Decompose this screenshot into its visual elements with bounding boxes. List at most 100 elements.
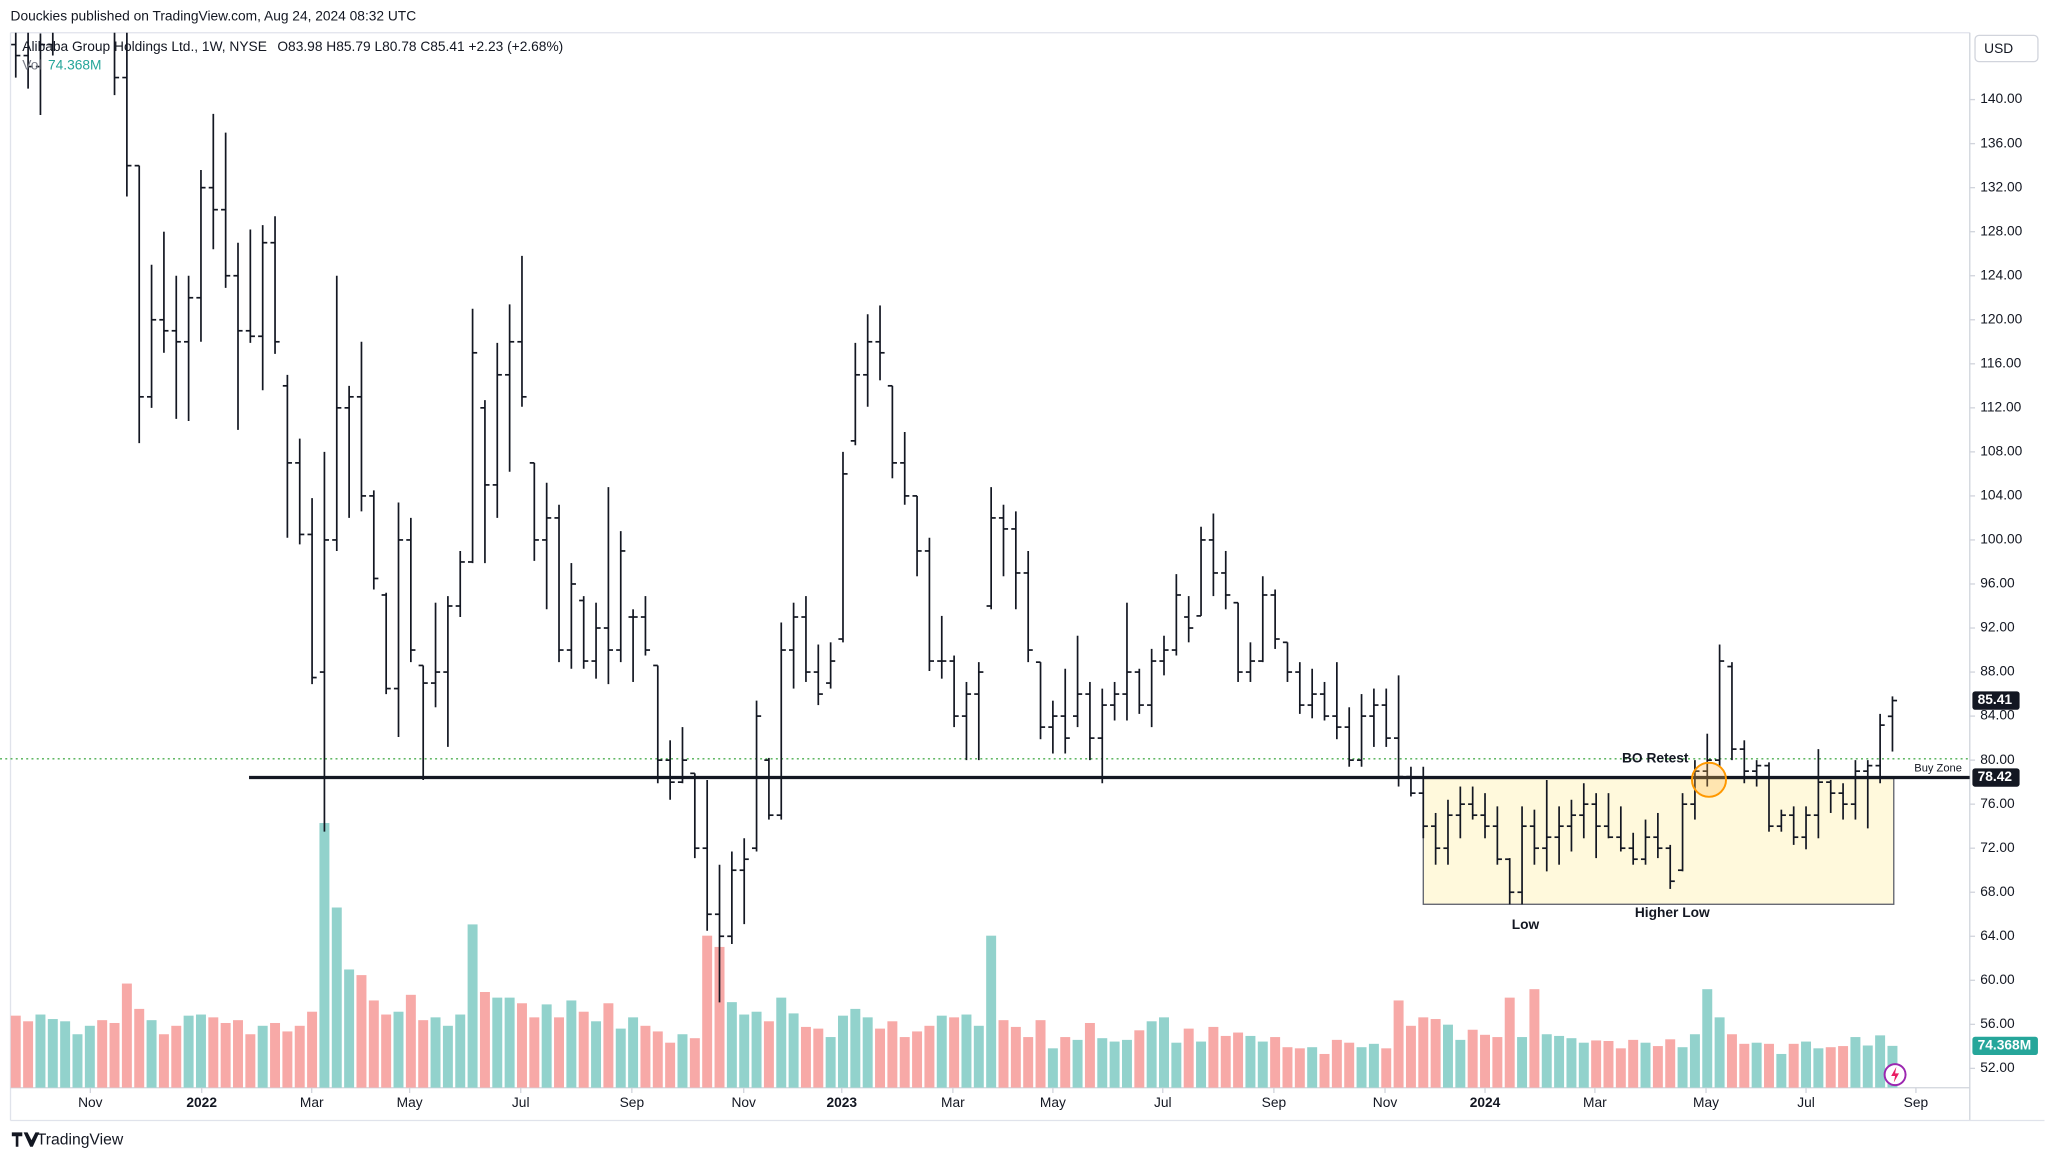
volume-bar	[1813, 1048, 1824, 1088]
y-tick-label: 132.00	[1980, 179, 2022, 194]
volume-bar	[1183, 1028, 1194, 1088]
volume-bar	[1060, 1037, 1071, 1088]
volume-bar	[1554, 1035, 1565, 1088]
volume-bar	[529, 1017, 540, 1088]
alert-icon-bolt	[1891, 1066, 1900, 1083]
volume-bar	[1196, 1041, 1207, 1088]
retest-circle	[1690, 761, 1728, 798]
legend-quote: O83.98 H85.79 L80.78 C85.41 +2.23 (+2.68…	[277, 39, 563, 54]
volume-bar	[677, 1034, 688, 1088]
volume-bar	[344, 969, 355, 1088]
volume-bar	[1381, 1048, 1392, 1088]
volume-bar	[1109, 1041, 1120, 1088]
volume-bar	[640, 1025, 651, 1088]
legend-symbol: Alibaba Group Holdings Ltd., 1W, NYSE	[22, 39, 267, 54]
y-tick-label: 52.00	[1980, 1060, 2015, 1075]
volume-bar	[1442, 1024, 1453, 1088]
y-tick-label: 72.00	[1980, 840, 2015, 855]
volume-bar	[751, 1011, 762, 1088]
volume-bar	[134, 1008, 145, 1088]
volume-bar	[1405, 1025, 1416, 1088]
volume-bar	[739, 1014, 750, 1088]
x-tick-label: Sep	[1262, 1095, 1287, 1110]
volume-bar	[1850, 1037, 1861, 1088]
volume-bar	[1726, 1034, 1737, 1088]
currency-button[interactable]	[1974, 34, 2039, 63]
volume-bar	[1739, 1043, 1750, 1088]
volume-bar	[442, 1025, 453, 1088]
volume-bar	[1368, 1043, 1379, 1088]
y-tick-label: 56.00	[1980, 1016, 2015, 1031]
volume-bar	[813, 1028, 824, 1088]
volume-bar	[381, 1014, 392, 1088]
volume-bar	[23, 1021, 34, 1088]
volume-bar	[899, 1037, 910, 1088]
volume-bar	[257, 1025, 268, 1088]
y-tick-label: 96.00	[1980, 576, 2015, 591]
brand-logo	[11, 1132, 40, 1147]
x-tick-label: May	[397, 1095, 423, 1110]
x-tick-label: Jul	[1154, 1095, 1172, 1110]
volume-bar	[1084, 1022, 1095, 1088]
volume-bar	[1603, 1041, 1614, 1088]
y-tick-label: 112.00	[1980, 399, 2021, 414]
volume-bar	[60, 1021, 71, 1088]
y-tick-label: 76.00	[1980, 796, 2015, 811]
volume-bar	[1356, 1047, 1367, 1088]
volume-bar	[516, 1003, 527, 1088]
volume-bar	[1838, 1046, 1849, 1088]
volume-bar	[1257, 1041, 1268, 1088]
volume-bar	[1331, 1039, 1342, 1088]
volume-bar	[1689, 1034, 1700, 1088]
volume-bar	[850, 1008, 861, 1088]
volume-bar	[763, 1021, 774, 1088]
volume-bar	[578, 1011, 589, 1088]
volume-bar	[1517, 1037, 1528, 1088]
volume-bar	[887, 1021, 898, 1088]
volume-bar	[467, 924, 478, 1088]
volume-bar	[566, 1000, 577, 1088]
volume-bar	[1282, 1047, 1293, 1088]
volume-bar	[652, 1031, 663, 1088]
legend-line: Alibaba Group Holdings Ltd., 1W, NYSE O83…	[22, 39, 563, 54]
volume-bar	[1220, 1035, 1231, 1088]
x-tick-label: Nov	[731, 1095, 756, 1110]
volume-bar	[1640, 1042, 1651, 1088]
volume-bar	[973, 1025, 984, 1088]
volume-bar	[726, 1002, 737, 1088]
y-tick-label: 128.00	[1980, 223, 2022, 238]
publisher-header: Douckies published on TradingView.com, A…	[11, 9, 417, 24]
y-tick-label: 104.00	[1980, 488, 2022, 503]
volume-bar	[1146, 1021, 1157, 1088]
volume-bar	[35, 1014, 46, 1088]
volume-bar	[72, 1034, 83, 1088]
y-tick-label: 108.00	[1980, 444, 2022, 459]
volume-bar	[1480, 1034, 1490, 1088]
x-tick-label: Jul	[1797, 1095, 1815, 1110]
y-tick-label: 124.00	[1980, 267, 2022, 282]
volume-bar	[986, 935, 997, 1088]
volume-bar	[356, 975, 367, 1088]
volume-bar	[603, 1003, 614, 1088]
volume-bar	[1652, 1046, 1663, 1088]
x-tick-label: 2022	[186, 1095, 217, 1110]
y-tick-label: 100.00	[1980, 532, 2022, 547]
volume-bar	[541, 1004, 552, 1088]
volume-bar	[1862, 1045, 1873, 1088]
volume-bar	[294, 1025, 305, 1088]
volume-bar	[1418, 1017, 1429, 1088]
volume-bar	[1504, 997, 1515, 1088]
volume-bar	[47, 1019, 58, 1088]
volume-bar	[479, 992, 490, 1088]
volume-bar	[171, 1025, 182, 1088]
last-price-box	[1972, 691, 2020, 710]
volume-bar	[1665, 1039, 1676, 1088]
volume-bar	[591, 1021, 602, 1088]
volume-bar	[195, 1014, 206, 1088]
volume-bar	[455, 1014, 466, 1088]
support-price-label: 78.42	[1978, 769, 2013, 784]
volume-bar	[628, 1017, 639, 1088]
volume-bar	[1875, 1035, 1886, 1088]
volume-bar	[825, 1037, 836, 1088]
